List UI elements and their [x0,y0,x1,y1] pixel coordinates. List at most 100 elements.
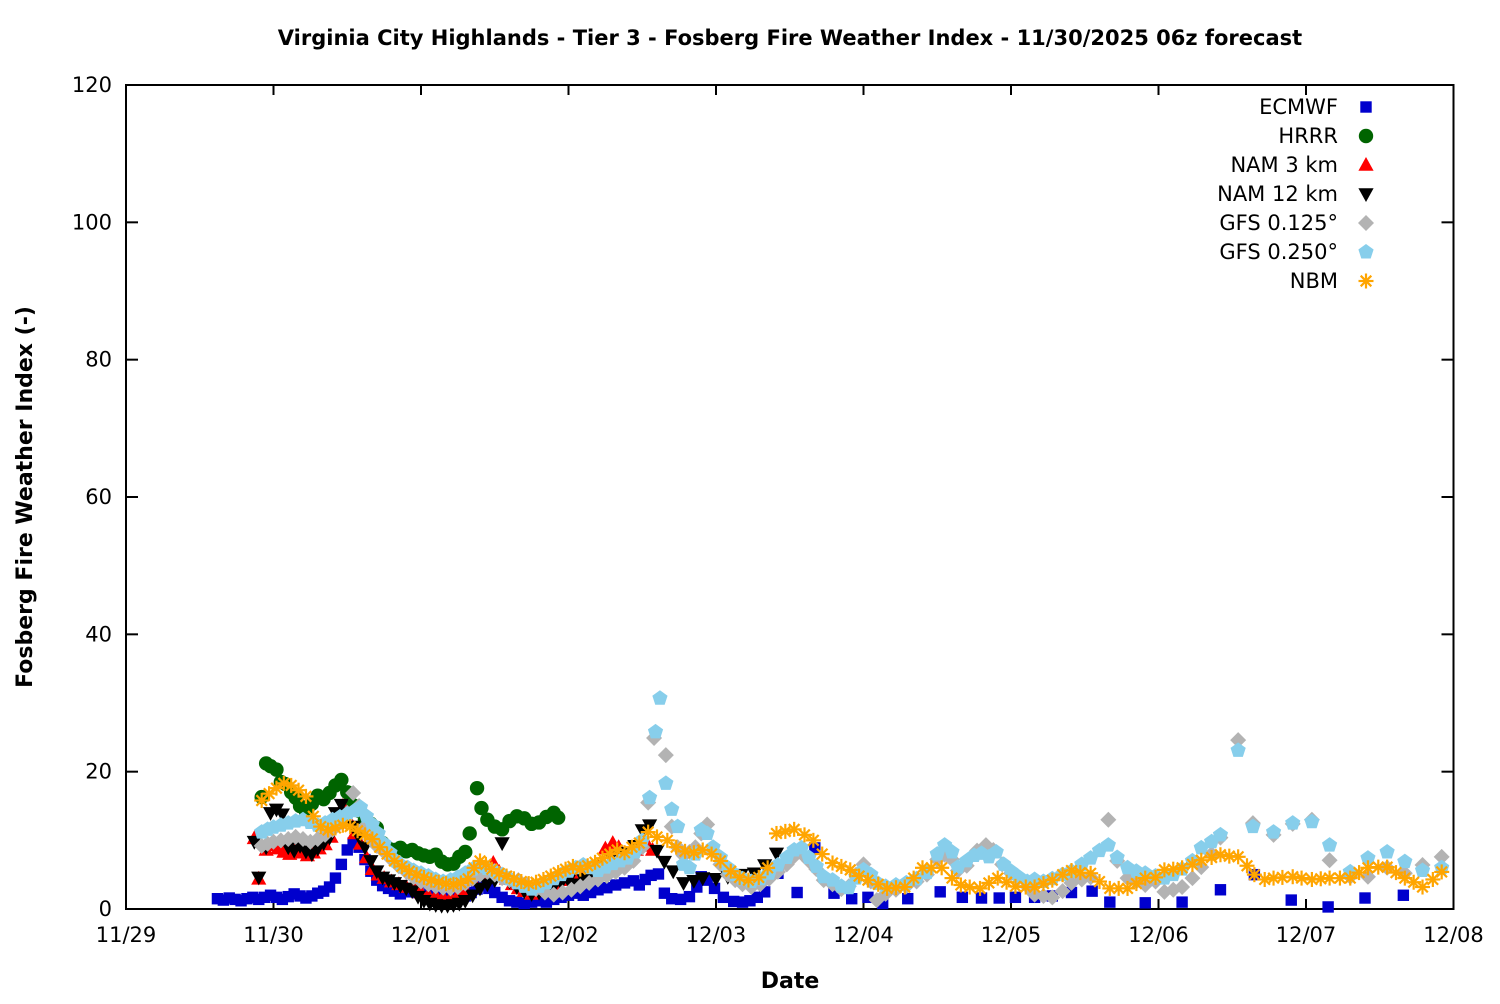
data-point [457,894,473,909]
data-point [659,832,675,848]
data-point [306,890,318,902]
data-point [1092,874,1107,890]
data-point [649,829,665,845]
x-tick-label: 12/08 [1423,923,1484,947]
data-point [1379,859,1395,875]
data-point [469,780,485,796]
data-point [1174,860,1190,876]
data-point [665,865,681,880]
data-point [1176,896,1188,908]
data-point [334,772,349,788]
data-point [609,842,625,858]
data-point [540,896,553,908]
legend-label: NBM [1290,269,1338,293]
data-point [862,891,874,904]
data-point [808,858,824,873]
data-point [1360,850,1376,865]
data-point [828,887,840,899]
legend-item-hrrr: HRRR [1278,124,1374,148]
data-point [902,893,914,905]
data-point [1322,901,1334,913]
data-point [897,879,913,895]
data-point [664,801,680,816]
data-point [479,878,495,893]
data-point [1009,891,1022,904]
data-point [294,890,306,902]
data-point [268,780,284,796]
data-point [1174,879,1191,896]
data-point [229,893,241,906]
data-point [793,839,810,855]
data-point [258,891,271,904]
data-point [962,879,978,895]
asterisk-legend-marker-icon [1358,273,1374,289]
data-point [465,889,481,904]
data-point [270,891,283,904]
data-point [751,891,763,904]
data-point [652,690,668,705]
plot-border [125,84,1455,910]
series-gfs-0-250- [254,690,1450,896]
data-point [525,896,538,908]
data-point [241,893,253,905]
y-tick-label: 100 [72,210,112,234]
data-point [717,891,730,904]
data-point [633,879,645,891]
pentagon-legend-marker-icon [1358,244,1374,259]
data-point [323,881,336,893]
data-point [345,784,362,801]
data-point [1212,826,1229,842]
data-point [1245,818,1261,834]
data-point [786,821,802,837]
data-point [686,875,702,889]
data-point [264,889,277,901]
data-point [235,895,247,907]
data-point [906,870,922,886]
data-point [791,886,803,899]
data-point [274,808,290,823]
x-tick-label: 12/03 [686,923,747,947]
data-point [577,889,589,901]
data-point [1434,864,1450,880]
x-tick-label: 12/02 [538,923,599,947]
data-point [683,890,696,903]
data-point [458,844,473,860]
data-point [217,894,230,906]
data-point [953,877,969,893]
data-point [1414,862,1431,878]
data-point [728,895,740,908]
data-point [934,860,950,876]
x-tick-label: 12/05 [981,923,1042,947]
data-point [317,885,330,897]
data-point [972,880,988,896]
data-point [474,800,489,816]
data-point [652,868,665,880]
data-point [1304,813,1320,829]
legend-label: GFS 0.250° [1219,240,1338,264]
data-point [1063,863,1079,879]
data-point [1100,837,1116,852]
y-tick-label: 20 [85,760,112,784]
y-tick-label: 80 [85,348,112,372]
data-point [305,808,321,824]
data-point [462,826,477,841]
data-point [758,886,771,898]
data-point [805,832,821,848]
data-point [1397,853,1413,869]
data-point [627,875,640,887]
legend-label: ECMWF [1259,95,1338,119]
square-legend-marker-icon [1360,101,1372,113]
data-point [246,835,262,850]
data-point [312,887,324,899]
data-point [701,874,713,886]
data-point [658,887,671,899]
data-point [617,845,633,861]
data-point [251,871,267,886]
data-point [670,818,686,834]
data-point [681,859,698,875]
data-point [1214,884,1227,896]
legend-item-nbm: NBM [1290,269,1374,293]
data-point [675,877,692,891]
data-point [944,870,960,886]
